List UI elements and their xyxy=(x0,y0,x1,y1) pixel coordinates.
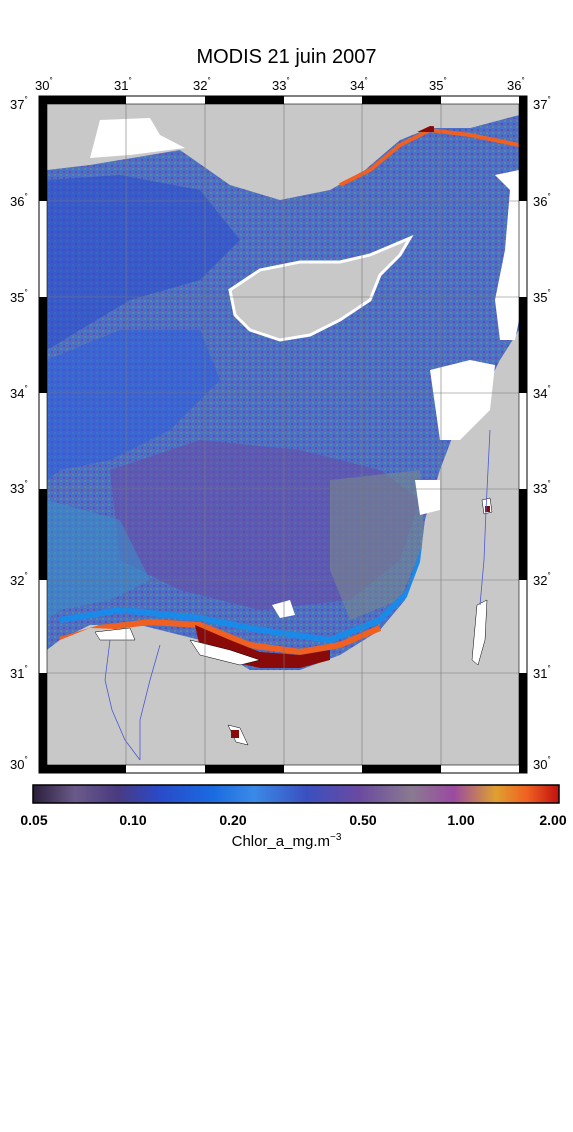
map-title: MODIS 21 juin 2007 xyxy=(196,46,377,68)
bitter-lake-bloom xyxy=(231,730,239,738)
lat-tick-33-left: 33° xyxy=(10,479,28,496)
nile-river-branch xyxy=(139,644,161,760)
colorbar xyxy=(32,784,560,804)
lat-tick-31-left: 31° xyxy=(10,664,28,681)
nile-river xyxy=(104,639,141,761)
dead-sea xyxy=(471,599,488,666)
galilee-bloom xyxy=(485,506,490,512)
lat-tick-34-right: 34° xyxy=(533,384,551,401)
sea-cyan-zone xyxy=(47,500,150,620)
lat-tick-32-left: 32° xyxy=(10,571,28,588)
cyprus-island xyxy=(228,234,414,342)
lon-tick-30: 30° xyxy=(35,76,53,93)
graticule xyxy=(47,104,519,765)
lat-tick-30-left: 30° xyxy=(10,755,28,772)
turkey-land xyxy=(47,104,519,198)
frame-checker-right xyxy=(519,96,527,773)
lat-tick-33-right: 33° xyxy=(533,479,551,496)
lon-tick-33: 33° xyxy=(272,76,290,93)
lat-tick-32-right: 32° xyxy=(533,571,551,588)
coastal-bloom-south xyxy=(59,618,382,656)
coastal-bloom-north xyxy=(339,127,519,187)
sea-blue-zone-2 xyxy=(47,330,220,480)
jordan-river xyxy=(479,429,491,606)
lat-tick-37-left: 37° xyxy=(10,95,28,112)
nile-delta-lake xyxy=(94,627,136,641)
lat-tick-37-right: 37° xyxy=(533,95,551,112)
no-data-cloud-south xyxy=(272,600,295,618)
colorbar-tick-0.50: 0.50 xyxy=(349,812,377,828)
lat-tick-36-left: 36° xyxy=(10,192,28,209)
no-data-cloud-east xyxy=(430,360,495,440)
colorbar-tick-2.00: 2.00 xyxy=(539,812,567,828)
lon-tick-32: 32° xyxy=(193,76,211,93)
lon-tick-35: 35° xyxy=(429,76,447,93)
lat-tick-36-right: 36° xyxy=(533,192,551,209)
colorbar-tick-0.05: 0.05 xyxy=(20,812,48,828)
sea-blue-zone xyxy=(47,175,240,350)
lon-tick-34: 34° xyxy=(350,76,368,93)
levant-land xyxy=(47,330,519,765)
lat-tick-30-right: 30° xyxy=(533,755,551,772)
colorbar-tick-0.10: 0.10 xyxy=(119,812,147,828)
lon-tick-31: 31° xyxy=(114,76,132,93)
lat-tick-35-right: 35° xyxy=(533,288,551,305)
manzala-lake xyxy=(189,639,261,666)
lat-tick-35-left: 35° xyxy=(10,288,28,305)
blue-coastal-ring xyxy=(59,544,428,644)
frame-checker-left xyxy=(39,96,47,773)
no-data-cloud-east-3 xyxy=(495,170,519,340)
no-data-cloud-north xyxy=(90,118,185,158)
colorbar-unit-label: Chlor_a_mg.m−3 xyxy=(231,832,342,850)
lat-tick-31-right: 31° xyxy=(533,664,551,681)
colorbar-tick-0.20: 0.20 xyxy=(219,812,247,828)
lon-tick-36: 36° xyxy=(507,76,525,93)
colorbar-tick-1.00: 1.00 xyxy=(447,812,475,828)
lat-tick-34-left: 34° xyxy=(10,384,28,401)
sea-gray-zone xyxy=(330,470,425,620)
